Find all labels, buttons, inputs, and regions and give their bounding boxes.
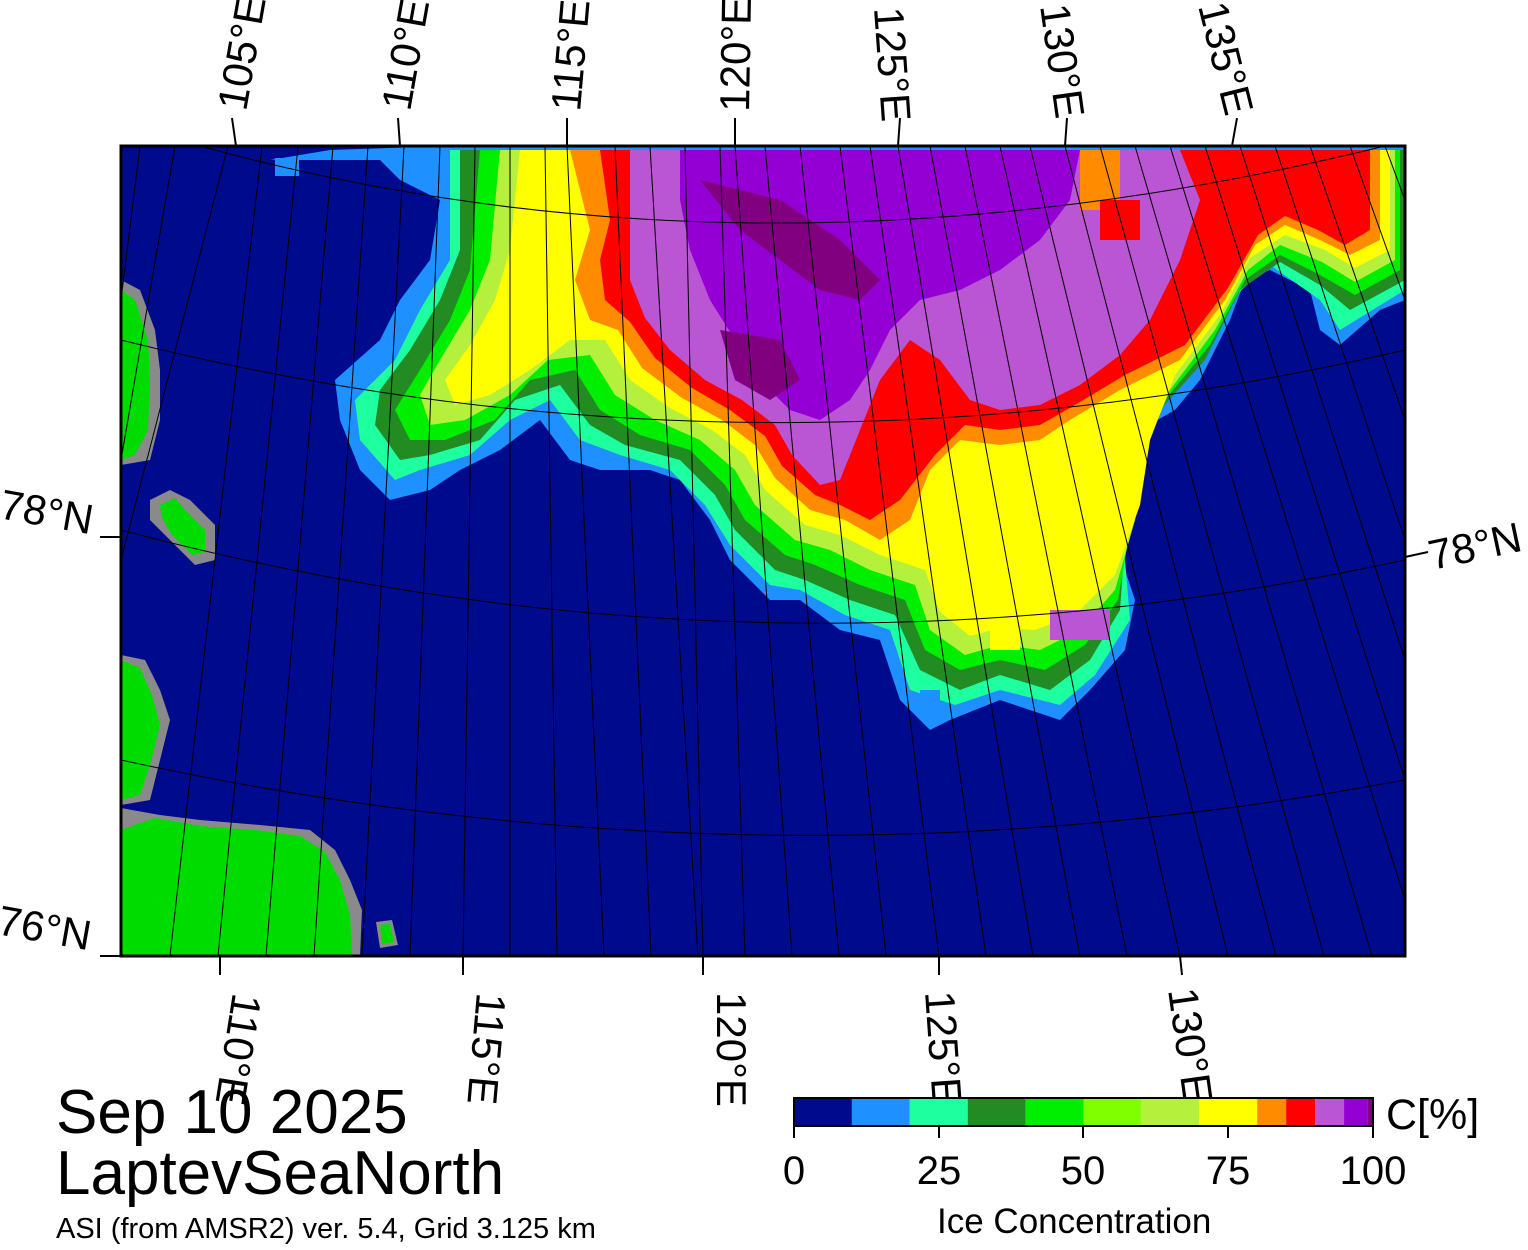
ice-patch — [920, 690, 940, 720]
lon-labels-top: 105°E 110°E 115°E 120°E 125°E 130°E 135°… — [209, 0, 1263, 123]
lat-label-left: 78°N — [0, 481, 97, 544]
lon-label-bottom: 115°E — [458, 991, 515, 1106]
colorbar-bin — [1199, 1098, 1258, 1126]
lon-label-top: 120°E — [711, 0, 760, 112]
lon-label-bottom: 120°E — [708, 992, 755, 1107]
lon-label-top: 115°E — [542, 0, 599, 113]
ice-patch — [275, 158, 299, 176]
colorbar-bin — [1286, 1098, 1316, 1126]
colorbar-ticks — [793, 1126, 1374, 1138]
map-frame — [119, 144, 1407, 958]
ice-patch — [990, 620, 1020, 650]
lon-label-top: 130°E — [1031, 1, 1094, 121]
colorbar-tick-label: 0 — [782, 1149, 806, 1193]
lon-label-top: 135°E — [1189, 0, 1262, 120]
land-island-small-inner — [380, 924, 394, 944]
land-island — [160, 498, 205, 555]
colorbar-bin — [1025, 1098, 1084, 1126]
ice-zone-deep-2 — [720, 330, 800, 400]
land-mainland — [121, 818, 352, 956]
ice-zone-deep — [700, 180, 880, 300]
colorbar-tick-label: 75 — [1205, 1149, 1251, 1193]
colorbar-bin — [794, 1098, 852, 1126]
colorbar-bin — [967, 1098, 1026, 1126]
colorbar-bin — [909, 1098, 968, 1126]
colorbar-tick-label: 50 — [1060, 1149, 1106, 1193]
lat-label-left-bottom: 76°N — [0, 897, 95, 960]
colorbar-title: Ice Concentration — [937, 1202, 1212, 1241]
colorbar-tick-label: 100 — [1339, 1149, 1407, 1193]
ice-patch — [1050, 610, 1110, 640]
colorbar-bin — [1083, 1098, 1142, 1126]
lon-label-top: 125°E — [865, 5, 920, 123]
colorbar-bin — [1257, 1098, 1287, 1126]
colorbar-bin — [1344, 1098, 1368, 1126]
frame-ticks — [100, 117, 1429, 976]
colorbar-bins — [794, 1098, 1373, 1126]
lon-label-top: 110°E — [373, 0, 439, 114]
map-date: Sep 10 2025 — [56, 1078, 408, 1147]
graticule — [120, 145, 1406, 957]
region-name: LaptevSeaNorth — [56, 1139, 505, 1208]
lat-label-right: 78°N — [1424, 513, 1526, 578]
colorbar-tick-label: 25 — [916, 1149, 962, 1193]
colorbar-bin — [851, 1098, 910, 1126]
land-west-2 — [121, 660, 160, 800]
data-source: ASI (from AMSR2) ver. 5.4, Grid 3.125 km — [56, 1213, 596, 1245]
lon-label-bottom: 125°E — [916, 989, 971, 1107]
colorbar-bin — [1367, 1098, 1373, 1126]
colorbar — [793, 1097, 1374, 1138]
lon-label-top: 105°E — [209, 0, 275, 114]
colorbar-bin — [1315, 1098, 1345, 1126]
colorbar-unit: C[%] — [1386, 1091, 1480, 1139]
parallel-lines — [120, 145, 1406, 836]
lon-label-bottom: 130°E — [1159, 985, 1222, 1105]
colorbar-bin — [1141, 1098, 1200, 1126]
land-layer — [121, 280, 398, 956]
